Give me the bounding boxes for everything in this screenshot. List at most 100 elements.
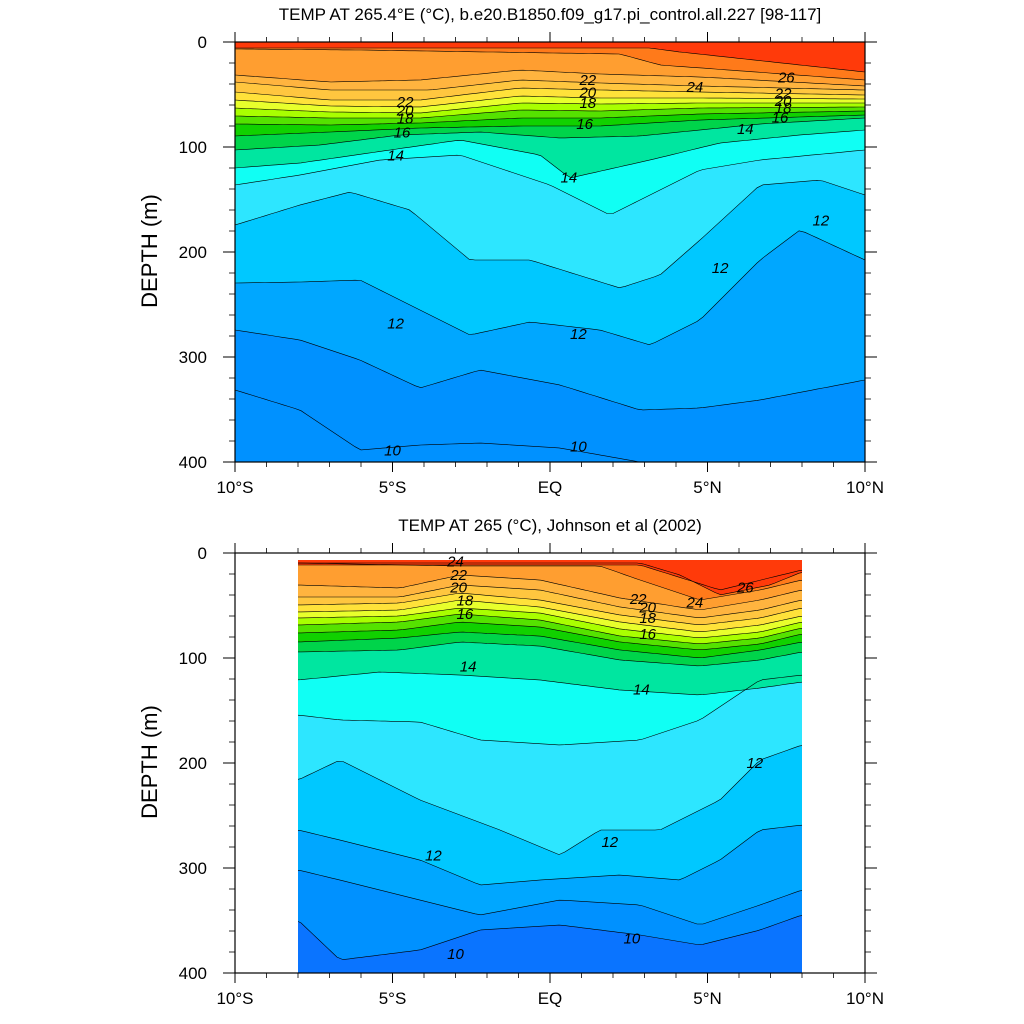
contour-label-20: 20 [638,600,656,617]
x-tick-label: 10°S [216,478,253,497]
contour-label-18: 18 [579,95,596,112]
isotherm-16 [235,117,865,151]
isotherm-11 [298,870,802,925]
contour-label-22: 22 [396,94,414,111]
bottom-y-axis-label: DEPTH (m) [137,705,162,819]
contour-label-14: 14 [561,170,578,187]
isotherm-24 [298,574,802,610]
x-tick-label: 10°N [846,478,884,497]
top-chart-title: TEMP AT 265.4°E (°C), b.e20.B1850.f09_g1… [279,5,822,24]
contour-label-24: 24 [686,79,704,96]
isotherm-15 [235,129,865,179]
contour-label-26: 26 [736,580,754,597]
top-y-axis-label: DEPTH (m) [137,194,162,308]
x-tick-label: 5°N [693,989,722,1008]
contour-band-26 [235,42,865,72]
isotherm-26 [298,562,802,596]
top-contour-bands [235,42,865,462]
isotherm-20 [298,607,802,638]
bottom-panel: TEMP AT 265 (°C), Johnson et al (2002) 2… [137,516,884,1008]
contour-label-22: 22 [629,591,647,608]
isotherm-16 [298,641,802,667]
contour-label-16: 16 [394,124,411,141]
isotherm-26 [235,47,865,73]
contour-label-22: 22 [774,85,792,102]
isotherm-22 [235,87,865,101]
contour-label-12: 12 [425,847,442,864]
isotherm-25 [235,48,865,81]
x-tick-label: 10°S [216,989,253,1008]
contour-label-22: 22 [449,567,467,584]
isotherm-14 [298,674,802,746]
y-tick-label: 100 [179,649,207,668]
contour-label-12: 12 [570,326,587,343]
isotherm-18 [235,110,865,126]
contour-label-12: 12 [712,260,729,277]
x-tick-label: EQ [538,989,563,1008]
isotherm-27 [298,564,802,591]
top-contour-labels: 2220181614121022201816141210242622201816… [384,70,830,460]
y-tick-label: 300 [179,859,207,878]
contour-label-18: 18 [775,100,792,117]
y-tick-label: 200 [179,754,207,773]
bottom-plot-area [298,560,802,973]
contour-label-12: 12 [813,213,830,230]
contour-label-16: 16 [576,116,593,133]
x-tick-label: 10°N [846,989,884,1008]
isotherm-21 [298,599,802,632]
y-tick-label: 300 [179,348,207,367]
bottom-axes: 10°S 5°S EQ 5°N 10°N 0 100 200 300 400 [179,543,884,1008]
top-plot-area [235,42,865,462]
isotherm-23 [298,584,802,618]
contour-label-18: 18 [639,610,656,627]
isotherm-23 [235,79,865,91]
isotherm-10 [298,915,802,960]
contour-label-18: 18 [397,111,414,128]
contour-label-12: 12 [387,315,404,332]
contour-label-14: 14 [633,682,650,699]
y-tick-label: 0 [198,544,207,563]
contour-label-10: 10 [384,442,401,459]
contour-label-24: 24 [686,594,704,611]
x-tick-label: 5°S [379,478,407,497]
contour-label-20: 20 [396,102,414,119]
bottom-contour-bands [298,560,802,973]
contour-label-14: 14 [460,658,477,675]
contour-label-14: 14 [387,147,404,164]
contour-label-20: 20 [578,84,596,101]
isotherm-17 [235,114,865,137]
contour-label-20: 20 [774,93,792,110]
y-tick-label: 200 [179,243,207,262]
contour-label-16: 16 [457,606,474,623]
contour-label-24: 24 [446,553,464,570]
isotherm-21 [235,95,865,108]
contour-label-12: 12 [746,755,763,772]
isotherm-14 [235,149,865,214]
isotherm-17 [298,631,802,659]
contour-label-10: 10 [570,438,587,455]
isotherm-20 [235,102,865,114]
contour-band-27 [298,560,802,590]
isotherm-12 [298,824,802,886]
y-tick-label: 400 [179,453,207,472]
contour-label-18: 18 [457,592,474,609]
isotherm-19 [235,106,865,119]
y-tick-label: 400 [179,964,207,983]
contour-label-26: 26 [777,70,795,87]
isotherm-13 [235,179,865,289]
isotherm-15 [298,671,802,696]
isotherm-11 [235,329,865,411]
x-tick-label: 5°S [379,989,407,1008]
contour-label-10: 10 [447,946,464,963]
x-tick-label: 5°N [693,478,722,497]
y-tick-label: 0 [198,33,207,52]
contour-label-22: 22 [578,72,596,89]
isotherm-22 [298,592,802,625]
isotherm-25 [298,562,802,600]
contour-label-16: 16 [772,110,789,127]
isotherm-10 [235,389,643,462]
contour-label-16: 16 [639,626,656,643]
contour-label-20: 20 [449,580,467,597]
x-tick-label: EQ [538,478,563,497]
